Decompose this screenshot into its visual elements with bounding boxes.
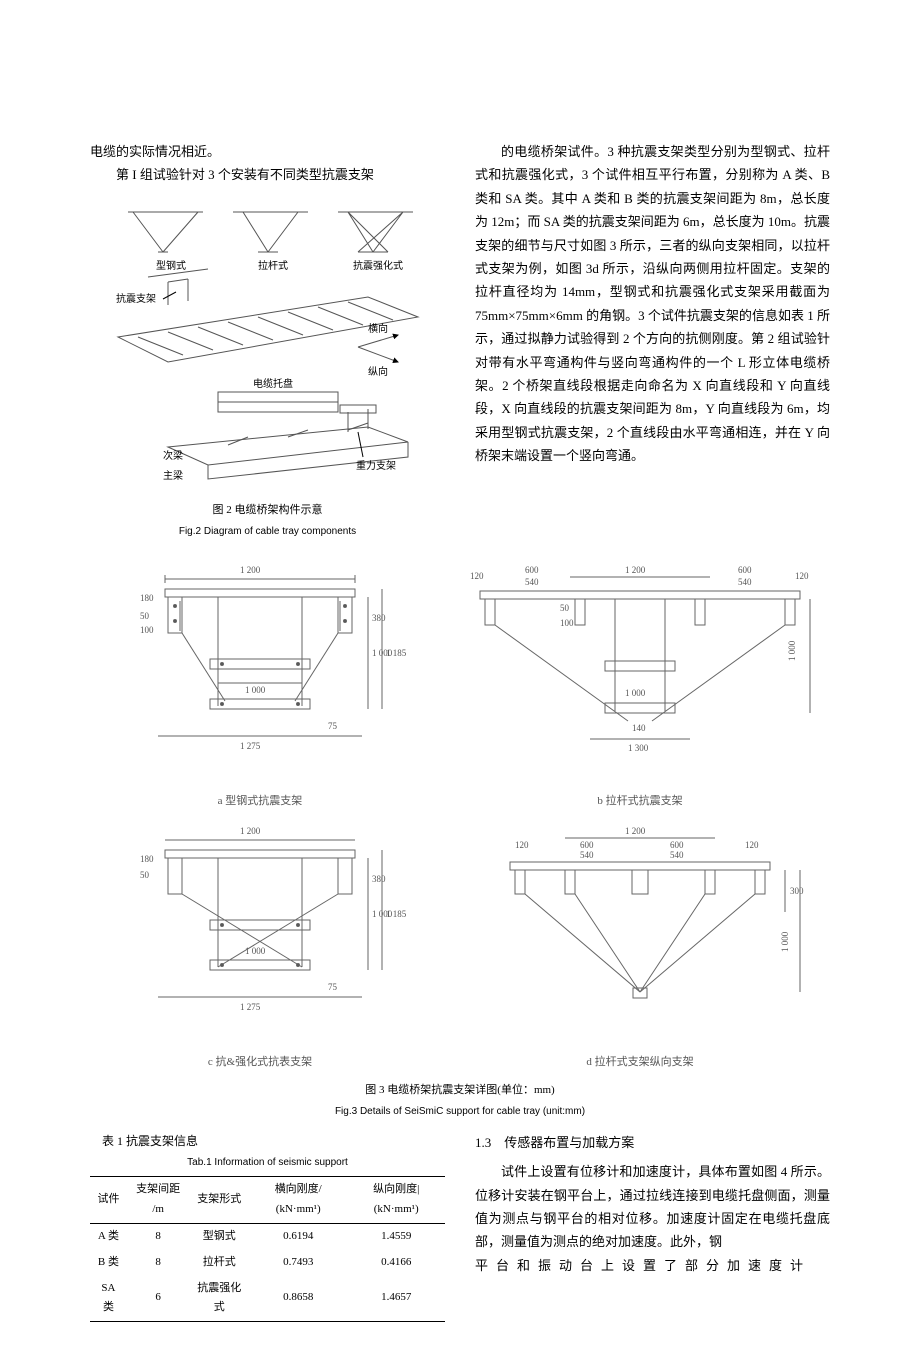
table1-title-en: Tab.1 Information of seismic support [90, 1154, 445, 1172]
section-1-3: 1.3 传感器布置与加载方案 试件上设置有位移计和加速度计，具体布置如图 4 所… [475, 1131, 830, 1322]
svg-text:600: 600 [670, 840, 684, 850]
table1-header-row: 试件 支架间距 /m 支架形式 横向刚度/ (kN·mm¹) 纵向刚度| (kN… [90, 1177, 445, 1224]
fig2-svg: 型钢式 拉杆式 抗震强化式 抗震支架 [108, 197, 428, 497]
svg-text:1 000: 1 000 [245, 946, 266, 956]
table-row: SA 类 6 抗震强化式 0.8658 1.4657 [90, 1276, 445, 1322]
th-4: 纵向刚度| (kN·mm¹) [347, 1177, 445, 1224]
svg-text:纵向: 纵向 [368, 365, 388, 378]
right-column: 的电缆桥架试件。3 种抗震支架类型分别为型钢式、拉杆式和抗震强化式，3 个试件相… [475, 140, 830, 551]
svg-text:50: 50 [140, 611, 150, 621]
th-0: 试件 [90, 1177, 127, 1224]
svg-text:抗震支架: 抗震支架 [116, 292, 156, 305]
svg-text:1 185: 1 185 [386, 648, 407, 658]
fig3-c-sub: c 抗&强化式抗表支架 [90, 1053, 430, 1073]
table-column: 表 1 抗震支架信息 Tab.1 Information of seismic … [90, 1131, 445, 1322]
fig3-d: 1 200 600 600 540 540 120 120 [450, 822, 830, 1073]
svg-text:120: 120 [470, 571, 484, 581]
svg-text:1 200: 1 200 [625, 826, 646, 836]
svg-text:1 275: 1 275 [240, 1002, 261, 1012]
table-row: B 类 8 拉杆式 0.7493 0.4166 [90, 1250, 445, 1276]
svg-text:次梁: 次梁 [163, 449, 183, 462]
svg-text:540: 540 [580, 850, 594, 860]
fig3-b: 1 200 600 540 600 540 120 120 [450, 561, 830, 812]
svg-text:抗震强化式: 抗震强化式 [353, 259, 403, 272]
svg-text:1 000: 1 000 [245, 685, 266, 695]
fig3-b-sub: b 拉杆式抗震支架 [450, 792, 830, 812]
svg-text:180: 180 [140, 854, 154, 864]
fig3-c: 1 200 180 50 1 000 1 000 [90, 822, 430, 1073]
svg-text:重力支架: 重力支架 [356, 459, 396, 472]
fig3-caption-cn: 图 3 电缆桥架抗震支架详图(单位：mm) [90, 1081, 830, 1101]
th-3: 横向刚度/ (kN·mm¹) [249, 1177, 347, 1224]
svg-text:1 300: 1 300 [628, 743, 649, 753]
svg-text:横向: 横向 [368, 322, 388, 335]
svg-text:1 200: 1 200 [240, 826, 261, 836]
svg-text:主梁: 主梁 [163, 469, 183, 482]
svg-text:1 185: 1 185 [386, 909, 407, 919]
svg-text:75: 75 [328, 982, 338, 992]
svg-text:180: 180 [140, 593, 154, 603]
left-column: 电缆的实际情况相近。 第 I 组试验针对 3 个安装有不同类型抗震支架 型钢式 … [90, 140, 445, 551]
svg-text:120: 120 [745, 840, 759, 850]
svg-text:1 200: 1 200 [625, 565, 646, 575]
svg-text:1 000: 1 000 [780, 931, 790, 952]
svg-text:100: 100 [140, 625, 154, 635]
p-cable-intro-1: 电缆的实际情况相近。 [90, 140, 445, 163]
svg-text:100: 100 [560, 618, 574, 628]
p-cable-intro-2: 第 I 组试验针对 3 个安装有不同类型抗震支架 [90, 163, 445, 186]
section-1-3-body1: 试件上设置有位移计和加速度计，具体布置如图 4 所示。位移计安装在钢平台上，通过… [475, 1160, 830, 1254]
svg-text:电缆托盘: 电缆托盘 [253, 377, 293, 390]
svg-text:540: 540 [525, 577, 539, 587]
svg-text:50: 50 [560, 603, 570, 613]
figure-3-grid: 1 200 180 [90, 561, 830, 1073]
fig2-caption-en: Fig.2 Diagram of cable tray components [90, 523, 445, 541]
fig3-a: 1 200 180 [90, 561, 430, 812]
svg-text:50: 50 [140, 870, 150, 880]
svg-text:1 200: 1 200 [240, 565, 261, 575]
svg-text:120: 120 [515, 840, 529, 850]
svg-text:380: 380 [372, 613, 386, 623]
svg-text:380: 380 [372, 874, 386, 884]
fig2-caption-cn: 图 2 电缆桥架构件示意 [90, 501, 445, 521]
fig3-a-sub: a 型钢式抗震支架 [90, 792, 430, 812]
svg-text:拉杆式: 拉杆式 [258, 259, 288, 272]
section-1-3-head: 1.3 传感器布置与加载方案 [475, 1131, 830, 1154]
p-main-right: 的电缆桥架试件。3 种抗震支架类型分别为型钢式、拉杆式和抗震强化式，3 个试件相… [475, 140, 830, 467]
bottom-columns: 表 1 抗震支架信息 Tab.1 Information of seismic … [90, 1131, 830, 1322]
th-2: 支架形式 [189, 1177, 249, 1224]
fig3-caption-en: Fig.3 Details of SeiSmiC support for cab… [90, 1103, 830, 1121]
svg-text:540: 540 [738, 577, 752, 587]
svg-text:600: 600 [580, 840, 594, 850]
svg-text:75: 75 [328, 721, 338, 731]
svg-text:300: 300 [790, 886, 804, 896]
table1-body: A 类 8 型钢式 0.6194 1.4559 B 类 8 拉杆式 0.7493… [90, 1223, 445, 1321]
fig3-d-sub: d 拉杆式支架纵向支架 [450, 1053, 830, 1073]
table1: 试件 支架间距 /m 支架形式 横向刚度/ (kN·mm¹) 纵向刚度| (kN… [90, 1176, 445, 1322]
th-1: 支架间距 /m [127, 1177, 190, 1224]
table-row: A 类 8 型钢式 0.6194 1.4559 [90, 1223, 445, 1249]
svg-text:1 000: 1 000 [625, 688, 646, 698]
svg-text:140: 140 [632, 723, 646, 733]
svg-text:1 275: 1 275 [240, 741, 261, 751]
svg-text:型钢式: 型钢式 [156, 259, 186, 272]
svg-text:600: 600 [738, 565, 752, 575]
svg-text:1 000: 1 000 [787, 640, 797, 661]
top-columns: 电缆的实际情况相近。 第 I 组试验针对 3 个安装有不同类型抗震支架 型钢式 … [90, 140, 830, 551]
svg-text:540: 540 [670, 850, 684, 860]
figure-2: 型钢式 拉杆式 抗震强化式 抗震支架 [90, 197, 445, 541]
table1-title-cn: 表 1 抗震支架信息 [90, 1131, 445, 1153]
svg-text:120: 120 [795, 571, 809, 581]
section-1-3-body2: 平台和振动台上设置了部分加速度计 [475, 1254, 830, 1277]
svg-text:600: 600 [525, 565, 539, 575]
